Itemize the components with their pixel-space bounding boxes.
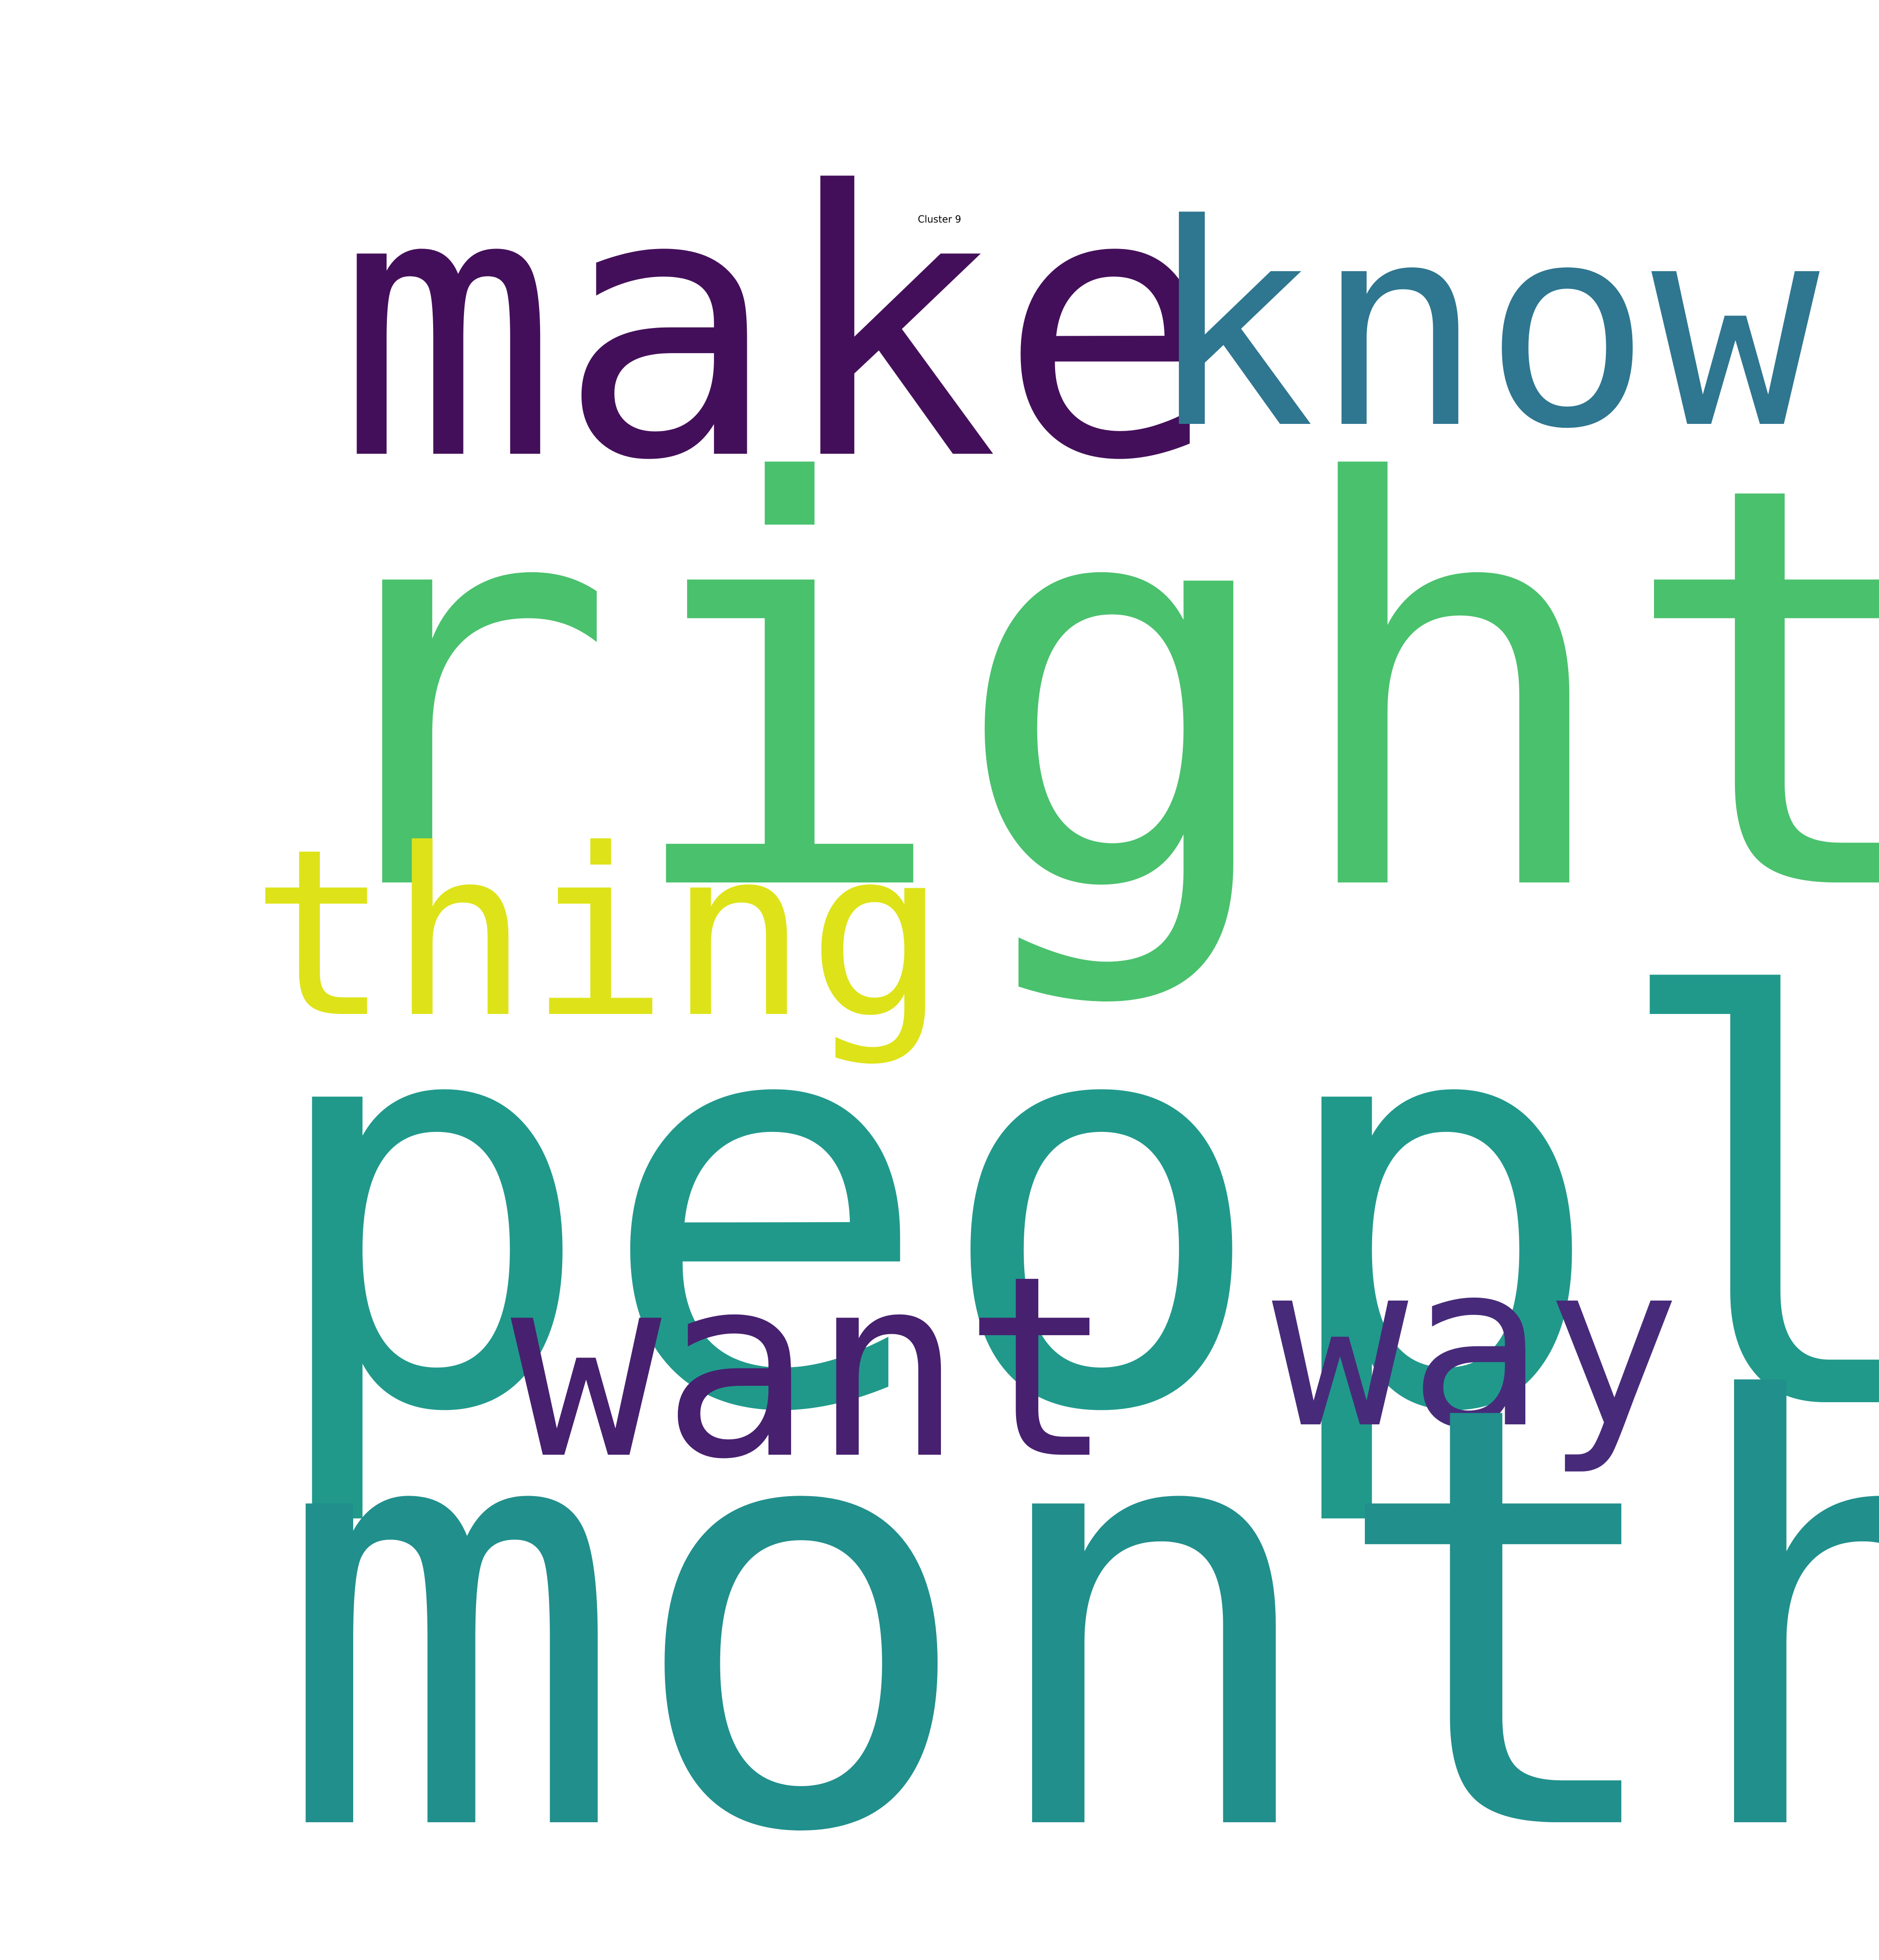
word-new: new (1819, 151, 1879, 525)
word-cloud-canvas: Cluster 9 make know right new thing peop… (251, 115, 1879, 1912)
word-know: know (1147, 165, 1820, 490)
word-people: people (260, 883, 1879, 1534)
word-right: right (284, 369, 1879, 1013)
word-way: way (1272, 1214, 1681, 1478)
word-thing: thing (251, 800, 947, 1069)
cloud-title: Cluster 9 (917, 213, 962, 225)
word-month: month (275, 1282, 1879, 1960)
word-want: want (511, 1222, 1114, 1514)
word-make: make (337, 115, 1219, 540)
